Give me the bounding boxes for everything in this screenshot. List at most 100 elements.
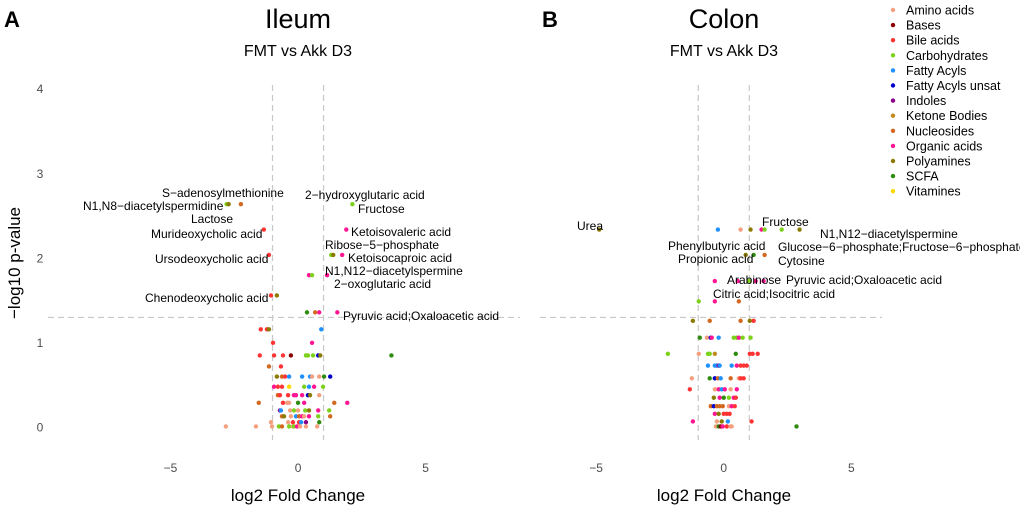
ileum-point-label: Chenodeoxycholic acid [145, 291, 268, 305]
ileum-data-point [253, 424, 259, 429]
ileum-point-label: Ketoisovaleric acid [351, 225, 451, 239]
colon-point-label: N1,N12−diacetylspermine [820, 227, 958, 241]
ileum-point-label: 2−oxoglutaric acid [334, 277, 431, 291]
colon-data-point [707, 351, 712, 356]
ileum-data-point [295, 408, 301, 413]
colon-data-point [749, 419, 754, 424]
ileum-point-label: Lactose [191, 212, 233, 226]
colon-data-point [716, 411, 721, 416]
legend-label: Bases [906, 19, 941, 33]
ileum-data-point [286, 374, 292, 379]
ileum-data-point [317, 374, 322, 379]
ileum-data-point [268, 420, 274, 425]
colon-data-point [719, 387, 724, 392]
colon-data-point [711, 395, 717, 400]
legend-label: Indoles [906, 94, 946, 108]
colon-data-point [732, 403, 737, 409]
colon-data-point [719, 419, 724, 424]
ileum-data-point [297, 424, 303, 429]
ileum-data-point [324, 272, 330, 278]
ileum-data-point [280, 353, 286, 358]
colon-title: Colon [689, 4, 760, 34]
legend-swatch [890, 128, 896, 133]
legend-swatch [890, 173, 896, 179]
ileum-data-point [266, 327, 272, 332]
ileum-data-point [332, 400, 337, 406]
colon-data-point [704, 335, 710, 340]
colon-x-tick-label: 5 [848, 461, 855, 475]
ileum-point-label: S−adenosylmethionine [162, 186, 284, 200]
colon-data-point [717, 363, 722, 368]
ileum-data-point [282, 374, 288, 379]
legend-swatch [890, 143, 896, 149]
colon-data-point [741, 376, 746, 381]
colon-data-point [717, 395, 722, 400]
colon-data-point [728, 376, 733, 381]
ileum-subtitle: FMT vs Akk D3 [244, 43, 352, 60]
colon-point-label: Glucose−6−phosphate;Fructose−6−phosphate [778, 240, 1020, 254]
ileum-data-point [327, 374, 333, 379]
ileum-data-point [226, 201, 231, 207]
ileum-data-point [256, 400, 261, 406]
ileum-data-point [350, 201, 355, 207]
colon-data-point [724, 424, 730, 429]
ileum-title: Ileum [265, 4, 331, 34]
ileum-data-point [266, 364, 272, 369]
colon-data-point [718, 376, 723, 381]
colon-data-point [720, 424, 725, 429]
ileum-data-point [314, 424, 320, 429]
colon-x-tick-label: 0 [720, 461, 727, 475]
ileum-data-point [291, 408, 297, 413]
y-tick-label: 3 [37, 167, 44, 181]
legend-label: Organic acids [906, 139, 982, 153]
ileum-point-label: Ursodeoxycholic acid [155, 252, 268, 266]
colon-data-point [762, 252, 767, 258]
ileum-data-point [288, 414, 294, 419]
ileum-data-point [280, 400, 286, 406]
colon-point-label: Pyruvic acid;Oxaloacetic acid [786, 273, 942, 287]
colon-data-point [696, 351, 701, 356]
panel-tag-b: B [542, 7, 558, 32]
colon-data-point [707, 376, 712, 381]
colon-data-point [717, 403, 722, 409]
ileum-data-point [278, 408, 284, 413]
colon-data-point [734, 387, 739, 392]
ileum-data-point [339, 252, 345, 258]
colon-data-point [597, 227, 602, 232]
legend-label: Fatty Acyls unsat [906, 79, 1001, 93]
ileum-data-point [288, 353, 294, 358]
ileum-data-point [315, 408, 321, 413]
colon-point-label: Fructose [762, 215, 809, 229]
ileum-data-point [287, 408, 293, 413]
ileum-data-point [309, 374, 315, 379]
ileum-data-point [279, 424, 285, 429]
ileum-data-point [257, 353, 262, 358]
legend-label: Ketone Bodies [906, 109, 987, 123]
ileum-data-point [303, 424, 309, 429]
colon-data-point [715, 227, 721, 232]
y-tick-label: 2 [37, 251, 44, 265]
colon-data-point [727, 411, 732, 416]
ileum-data-point [305, 353, 311, 358]
ileum-data-point [309, 340, 315, 345]
colon-point-label: Cytosine [778, 254, 825, 268]
colon-data-point [797, 227, 802, 232]
ileum-data-point [276, 424, 282, 429]
colon-data-point [741, 363, 746, 368]
colon-point-label: Citric acid;Isocitric acid [713, 287, 835, 301]
ileum-data-point [306, 272, 312, 278]
ileum-data-point [238, 201, 244, 207]
colon-data-point [751, 252, 756, 258]
colon-data-point [748, 335, 753, 340]
colon-data-point [744, 363, 749, 368]
ileum-point-label: Pyruvic acid;Oxaloacetic acid [343, 309, 499, 323]
colon-point-label: Propionic acid [678, 252, 753, 266]
legend-label: Fatty Acyls [906, 64, 966, 78]
legend-label: Bile acids [906, 34, 960, 48]
colon-data-point [697, 335, 702, 340]
legend-label: Polyamines [906, 155, 971, 169]
colon-data-point [690, 318, 696, 324]
ileum-point-label: Ketoisocaproic acid [348, 251, 452, 265]
colon-data-point [714, 419, 720, 424]
